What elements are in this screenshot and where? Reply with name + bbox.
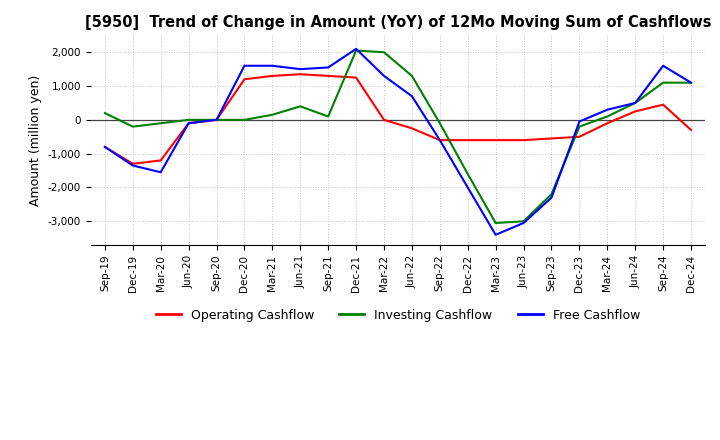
Title: [5950]  Trend of Change in Amount (YoY) of 12Mo Moving Sum of Cashflows: [5950] Trend of Change in Amount (YoY) o… — [85, 15, 711, 30]
Legend: Operating Cashflow, Investing Cashflow, Free Cashflow: Operating Cashflow, Investing Cashflow, … — [151, 304, 645, 327]
Y-axis label: Amount (million yen): Amount (million yen) — [30, 74, 42, 206]
